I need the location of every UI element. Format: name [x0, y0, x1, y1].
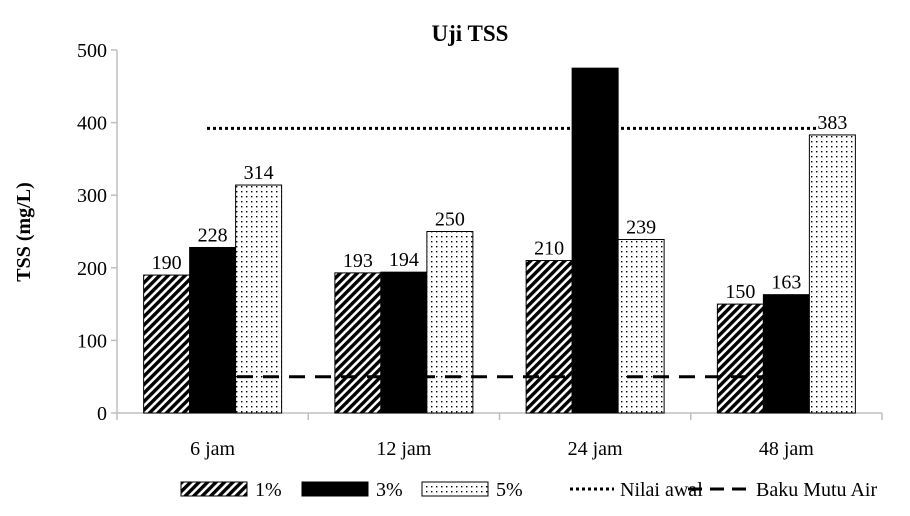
y-tick-label: 0 — [97, 403, 107, 425]
x-tick-label: 12 jam — [376, 438, 431, 460]
x-tick-label: 48 jam — [759, 438, 814, 460]
y-axis-label: TSS (mg/L) — [13, 182, 35, 281]
bar — [143, 274, 191, 414]
data-label: 250 — [435, 209, 465, 231]
legend-swatch — [421, 481, 489, 497]
bar — [762, 294, 810, 414]
y-tick-label: 400 — [77, 113, 107, 135]
chart-title: Uji TSS — [432, 21, 509, 46]
bar — [189, 246, 237, 414]
bar — [525, 260, 573, 414]
x-tick-label: 6 jam — [190, 438, 235, 460]
y-tick-label: 100 — [77, 330, 107, 352]
x-tick-label: 24 jam — [568, 438, 623, 460]
legend-label: 1% — [255, 479, 282, 501]
data-label: 314 — [244, 162, 274, 184]
data-label: 383 — [817, 112, 847, 134]
legend-label: 5% — [496, 479, 523, 501]
data-label: 210 — [534, 238, 564, 260]
legend-swatch — [301, 481, 369, 497]
data-label: 194 — [389, 249, 419, 271]
legend-label: Baku Mutu Air — [756, 479, 877, 501]
data-label: 228 — [198, 224, 228, 246]
data-label: 163 — [771, 272, 801, 294]
legend-label: 3% — [376, 479, 403, 501]
legend-swatch — [180, 481, 248, 497]
y-tick-label: 300 — [77, 185, 107, 207]
data-label: 150 — [725, 281, 755, 303]
bar — [716, 303, 764, 414]
legend: 1% 3% 5% Nilai awal Baku Mutu Air — [180, 479, 877, 501]
legend-label: Nilai awal — [620, 479, 703, 501]
data-label: 190 — [152, 252, 182, 274]
bar — [426, 231, 474, 414]
y-tick-label: 200 — [77, 258, 107, 280]
y-tick-label: 500 — [77, 40, 107, 62]
bar — [334, 272, 382, 414]
bar — [235, 184, 283, 414]
bar — [617, 238, 665, 414]
bar — [571, 67, 619, 414]
data-label: 193 — [343, 250, 373, 272]
bar — [380, 271, 428, 414]
plot-area: 0 100 200 300 400 500 6 jam 12 jam 24 jam 48 jam 1… — [77, 40, 883, 460]
bar — [808, 134, 856, 414]
data-label: 239 — [626, 216, 656, 238]
